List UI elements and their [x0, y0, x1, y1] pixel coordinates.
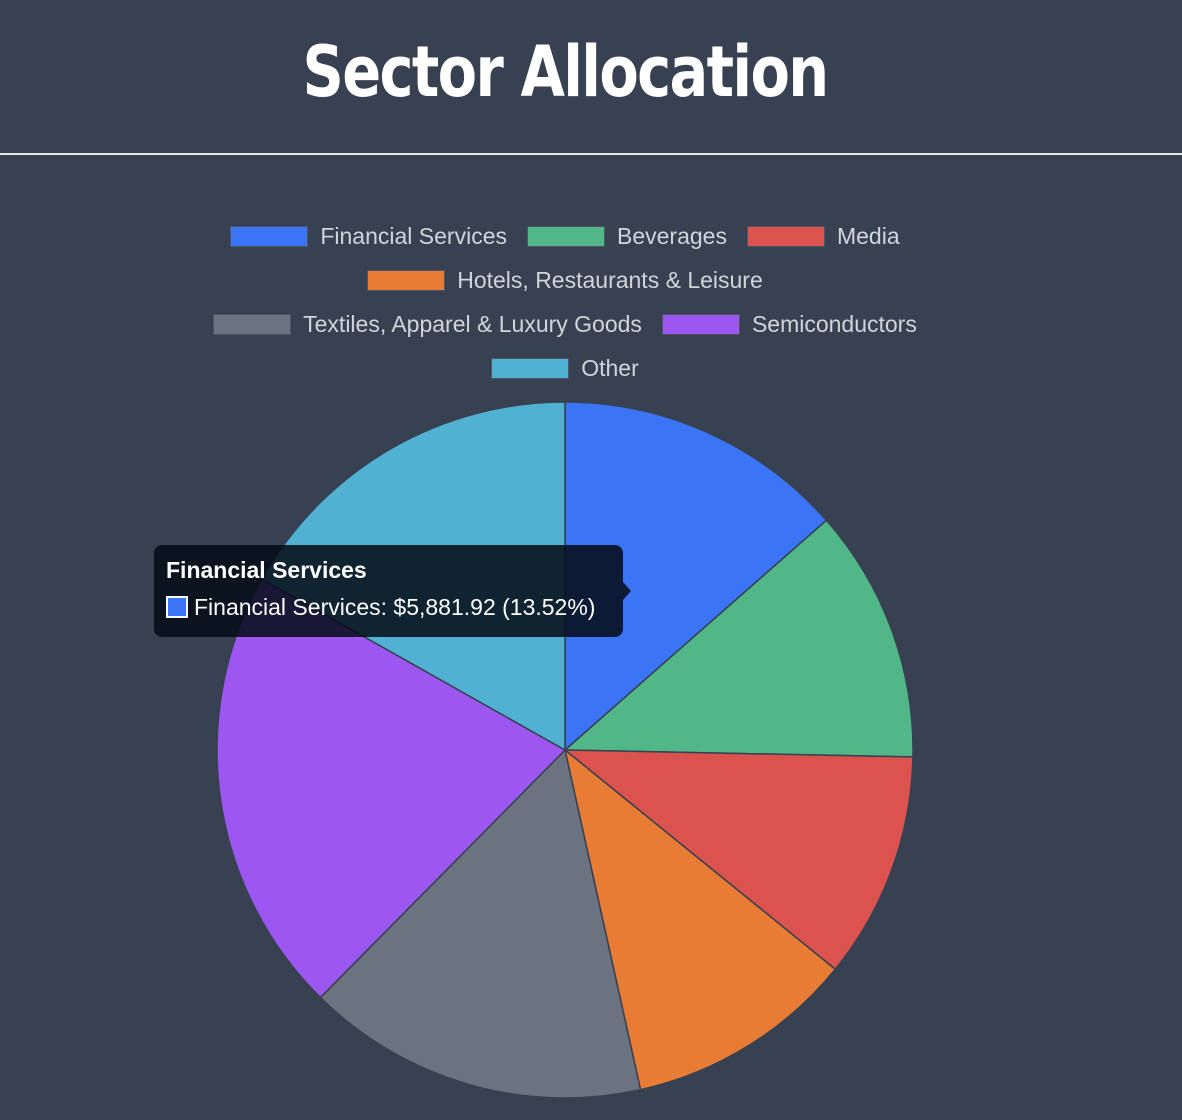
page-title: Sector Allocation	[302, 31, 830, 113]
legend-item[interactable]: Other	[491, 355, 639, 382]
pie-slice[interactable]	[564, 401, 828, 752]
legend-item[interactable]: Financial Services	[230, 223, 507, 250]
tooltip-caret	[623, 582, 631, 600]
legend-swatch	[213, 313, 292, 335]
legend-swatch	[746, 225, 825, 247]
legend-row: Financial Services Beverages Media	[0, 214, 1130, 258]
legend-row: Hotels, Restaurants & Leisure	[0, 258, 1130, 302]
tooltip-color-swatch	[166, 596, 188, 618]
legend-row: Textiles, Apparel & Luxury Goods Semicond…	[0, 302, 1130, 346]
legend-swatch	[230, 225, 309, 247]
legend-label: Hotels, Restaurants & Leisure	[457, 266, 763, 293]
legend-item[interactable]: Hotels, Restaurants & Leisure	[367, 267, 763, 294]
tooltip-title: Financial Services	[166, 557, 367, 583]
chart-legend: Financial Services Beverages Media Hotels, …	[0, 214, 1130, 390]
pie-slice[interactable]	[563, 519, 914, 758]
legend-label: Textiles, Apparel & Luxury Goods	[303, 310, 642, 337]
tooltip-body: Financial Services: $5,881.92 (13.52%)	[166, 593, 611, 621]
title-divider	[0, 153, 1182, 155]
legend-label: Semiconductors	[751, 310, 917, 337]
legend-item[interactable]: Semiconductors	[661, 310, 917, 338]
legend-label: Financial Services	[320, 222, 507, 249]
legend-row: Other	[0, 346, 1130, 390]
pie-slice[interactable]	[319, 748, 642, 1099]
legend-swatch	[491, 357, 570, 379]
pie-slice[interactable]	[563, 748, 837, 1091]
legend-swatch	[367, 269, 446, 291]
legend-label: Media	[836, 222, 900, 249]
legend-label: Beverages	[617, 222, 727, 249]
legend-item[interactable]: Textiles, Apparel & Luxury Goods	[213, 311, 642, 338]
chart-tooltip: Financial Services Financial Services: $…	[154, 545, 631, 637]
tooltip-value-text: Financial Services: $5,881.92 (13.52%)	[194, 594, 596, 620]
legend-swatch	[661, 313, 740, 335]
pie-slice[interactable]	[562, 749, 914, 971]
legend-swatch	[527, 225, 605, 247]
legend-label: Other	[581, 354, 639, 381]
legend-item[interactable]: Beverages	[527, 223, 727, 250]
legend-item[interactable]: Media	[746, 222, 900, 250]
